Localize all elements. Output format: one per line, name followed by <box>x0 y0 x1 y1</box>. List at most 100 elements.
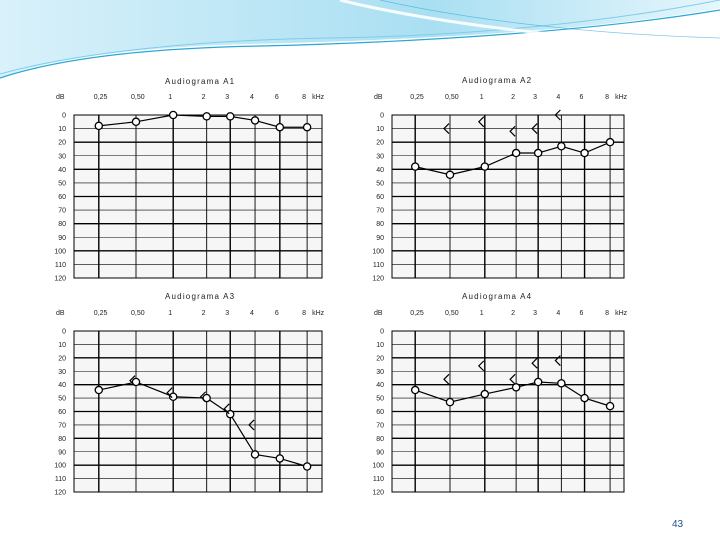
x-tick-label: 6 <box>580 310 584 317</box>
x-tick-label: 6 <box>275 94 279 101</box>
data-point-circle <box>250 450 260 459</box>
data-point-bracket <box>554 355 561 366</box>
header-swoosh-decoration <box>0 0 720 79</box>
y-tick-label: 100 <box>54 463 66 470</box>
y-tick-label: 50 <box>376 180 384 187</box>
y-tick-label: 70 <box>58 422 66 429</box>
data-point-circle <box>445 170 455 180</box>
x-tick-label: 1 <box>168 310 172 317</box>
x-tick-label: 8 <box>605 94 609 101</box>
swoosh-line-4 <box>379 0 720 39</box>
data-point-circle <box>131 117 141 127</box>
y-tick-label: 0 <box>380 329 384 336</box>
y-tick-label: 60 <box>58 194 66 201</box>
y-tick-label: 80 <box>58 221 66 228</box>
chart-title: Audiograma A2 <box>462 76 532 85</box>
data-point-bracket <box>531 357 538 369</box>
y-tick-label: 90 <box>376 235 384 242</box>
y-tick-label: 20 <box>58 355 66 362</box>
series-line <box>415 381 611 407</box>
x-tick-label: 4 <box>250 310 254 317</box>
y-tick-label: 70 <box>58 208 66 215</box>
data-point-circle <box>250 116 260 125</box>
y-tick-label: 110 <box>55 262 66 269</box>
y-tick-label: 40 <box>58 167 66 174</box>
y-tick-label: 30 <box>58 153 66 160</box>
y-tick-label: 10 <box>58 342 66 349</box>
data-point-bracket <box>477 360 485 372</box>
x-tick-label: 6 <box>275 310 279 317</box>
x-tick-label: 2 <box>202 310 206 317</box>
y-tick-label: 0 <box>380 113 384 120</box>
y-tick-label: 80 <box>376 221 384 228</box>
x-tick-label: 0,50 <box>131 94 145 101</box>
x-tick-label: 6 <box>580 94 584 101</box>
y-tick-label: 100 <box>372 248 384 255</box>
x-tick-label: 0,50 <box>445 310 459 317</box>
data-point-circle <box>94 385 104 395</box>
y-tick-label: 10 <box>376 342 384 349</box>
x-tick-label: 3 <box>225 310 229 317</box>
y-tick-label: 10 <box>58 126 66 133</box>
data-point-bracket <box>554 109 561 121</box>
data-point-circle <box>202 393 211 403</box>
x-tick-label: 8 <box>605 310 609 317</box>
data-point-bracket <box>443 123 450 135</box>
data-point-circle <box>480 389 490 399</box>
x-unit-label: kHz <box>615 310 628 317</box>
data-point-circle <box>605 401 615 411</box>
y-tick-label: 0 <box>62 329 66 336</box>
y-tick-label: 60 <box>376 409 384 416</box>
x-tick-label: 0,25 <box>94 310 108 317</box>
data-point-bracket <box>531 123 538 135</box>
data-point-circle <box>202 112 211 121</box>
x-tick-label: 3 <box>533 310 537 317</box>
data-point-circle <box>410 162 420 171</box>
y-tick-label: 50 <box>58 180 66 187</box>
x-tick-label: 8 <box>302 310 306 317</box>
x-tick-label: 1 <box>480 94 484 101</box>
swoosh-band <box>0 0 720 78</box>
data-point-circle <box>410 385 420 395</box>
y-tick-label: 60 <box>58 409 66 416</box>
swoosh-line-1 <box>0 9 720 79</box>
swoosh-line-3 <box>339 0 720 48</box>
y-tick-label: 50 <box>376 396 384 403</box>
data-point-circle <box>580 148 589 158</box>
y-tick-label: 0 <box>62 113 66 120</box>
y-tick-label: 90 <box>58 235 66 242</box>
data-point-circle <box>557 379 566 388</box>
data-point-bracket <box>443 373 450 385</box>
y-tick-label: 120 <box>372 490 384 497</box>
x-tick-label: 2 <box>511 310 515 317</box>
y-tick-label: 20 <box>376 140 384 147</box>
data-point-circle <box>275 122 285 132</box>
y-tick-label: 120 <box>372 276 384 283</box>
data-point-circle <box>302 462 312 471</box>
data-point-bracket <box>166 387 173 399</box>
y-tick-label: 100 <box>372 463 384 470</box>
chart-title: Audiograma A4 <box>462 292 532 301</box>
x-unit-label: kHz <box>615 94 628 101</box>
y-unit-label: dB <box>374 310 383 317</box>
data-point-bracket <box>477 116 485 128</box>
y-tick-label: 40 <box>376 167 384 174</box>
x-tick-label: 1 <box>480 310 484 317</box>
y-tick-label: 60 <box>376 194 384 201</box>
data-point-circle <box>605 137 615 147</box>
x-tick-label: 0,50 <box>445 94 459 101</box>
y-tick-label: 120 <box>54 276 66 283</box>
y-unit-label: dB <box>56 310 65 317</box>
chart-title: Audiograma A1 <box>165 77 235 86</box>
data-point-circle <box>480 162 490 171</box>
data-point-bracket <box>223 403 230 415</box>
y-tick-label: 30 <box>58 369 66 376</box>
series-line <box>98 114 308 128</box>
data-point-circle <box>511 148 521 158</box>
y-tick-label: 110 <box>373 476 384 483</box>
data-point-bracket <box>509 125 516 137</box>
y-tick-label: 40 <box>376 382 384 389</box>
x-unit-label: kHz <box>312 94 325 101</box>
y-tick-label: 110 <box>373 262 384 269</box>
x-tick-label: 3 <box>225 94 229 101</box>
